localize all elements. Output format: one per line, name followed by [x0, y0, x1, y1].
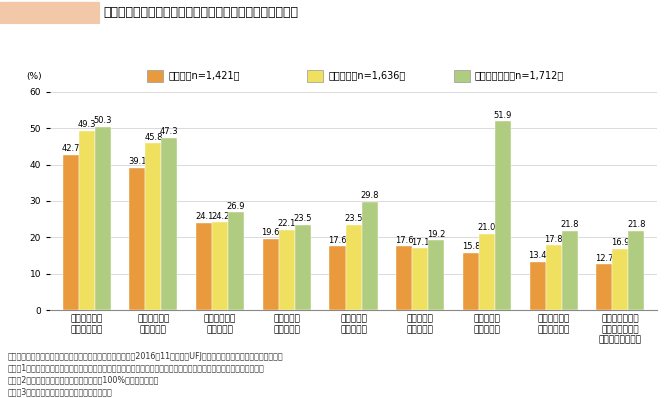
Bar — [596, 264, 612, 310]
Bar — [612, 249, 628, 310]
Text: 創業期（n=1,421）: 創業期（n=1,421） — [168, 70, 239, 81]
Bar — [428, 240, 444, 310]
Bar — [479, 234, 495, 310]
Bar — [495, 121, 511, 310]
Text: 21.8: 21.8 — [627, 220, 646, 229]
Text: 17.6: 17.6 — [328, 236, 347, 245]
Text: 51.9: 51.9 — [494, 111, 512, 120]
Text: 17.6: 17.6 — [395, 236, 414, 245]
Text: 17.1: 17.1 — [411, 238, 430, 247]
Bar — [79, 131, 95, 310]
Text: 45.8: 45.8 — [144, 133, 163, 142]
Text: 29.8: 29.8 — [360, 191, 379, 200]
Text: 26.9: 26.9 — [227, 202, 245, 211]
Bar — [628, 231, 644, 310]
Text: 39.1: 39.1 — [128, 157, 147, 166]
Text: (%): (%) — [27, 72, 42, 80]
Bar — [396, 246, 412, 310]
Text: 49.3: 49.3 — [77, 120, 96, 129]
Text: 13.4: 13.4 — [528, 251, 547, 260]
Text: 50.3: 50.3 — [93, 117, 112, 125]
Bar — [546, 246, 562, 310]
FancyBboxPatch shape — [0, 2, 100, 24]
Text: 24.1: 24.1 — [195, 212, 213, 221]
Text: 23.5: 23.5 — [293, 214, 312, 223]
Bar — [212, 222, 228, 310]
Text: 資料：中小企業庁委託「起業・創業の実態に関する調査」（2016年11月、三菱UFJリサーチ＆コンサルティング（株））
（注）1．持続成長型の企業が各成長段階で必: 資料：中小企業庁委託「起業・創業の実態に関する調査」（2016年11月、三菱UF… — [8, 351, 283, 396]
Text: 12.7: 12.7 — [595, 254, 614, 263]
Text: 42.7: 42.7 — [61, 144, 80, 153]
Bar — [129, 168, 145, 310]
Bar — [346, 225, 362, 310]
Text: 24.2: 24.2 — [211, 212, 229, 220]
Text: 15.8: 15.8 — [462, 242, 480, 252]
Text: 47.3: 47.3 — [160, 127, 179, 137]
Bar — [463, 253, 479, 310]
Bar — [145, 143, 161, 310]
Text: 持続成長型企業が成長段階ごとに必要としている社内人材: 持続成長型企業が成長段階ごとに必要としている社内人材 — [103, 6, 298, 19]
Bar — [329, 246, 346, 310]
Bar — [196, 222, 212, 310]
Text: 安定・拡大期（n=1,712）: 安定・拡大期（n=1,712） — [475, 70, 564, 81]
Bar — [295, 225, 311, 310]
Text: 19.6: 19.6 — [261, 228, 280, 238]
Text: 19.2: 19.2 — [427, 230, 446, 239]
Text: 成長初期（n=1,636）: 成長初期（n=1,636） — [328, 70, 406, 81]
Text: 第2-1-90図: 第2-1-90図 — [18, 6, 78, 19]
Bar — [530, 261, 546, 310]
Bar — [95, 127, 111, 310]
Bar — [63, 155, 79, 310]
Bar — [562, 231, 578, 310]
Text: 22.1: 22.1 — [277, 219, 296, 228]
Bar — [362, 202, 378, 310]
Text: 23.5: 23.5 — [344, 214, 363, 223]
Bar — [161, 138, 177, 310]
Bar — [228, 212, 244, 310]
Bar — [412, 248, 428, 310]
Text: 16.9: 16.9 — [611, 238, 630, 247]
Bar — [263, 239, 279, 310]
Text: 21.0: 21.0 — [478, 223, 496, 232]
Text: 17.8: 17.8 — [544, 235, 563, 244]
Text: 21.8: 21.8 — [560, 220, 579, 229]
Bar — [279, 230, 295, 310]
